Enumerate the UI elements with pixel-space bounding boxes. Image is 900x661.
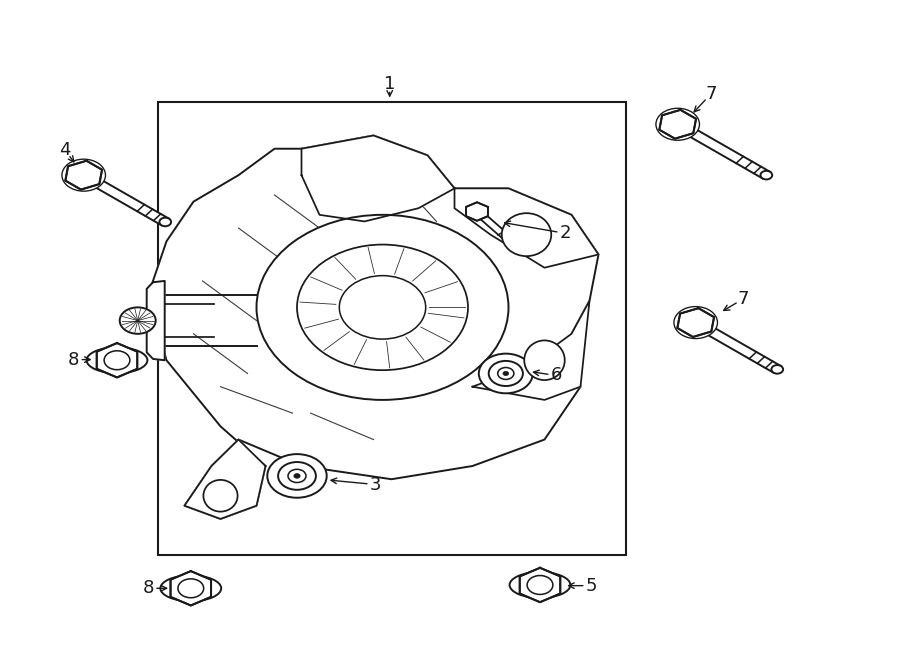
Text: 5: 5 — [586, 576, 597, 595]
Circle shape — [479, 354, 533, 393]
Circle shape — [656, 108, 699, 140]
Text: 7: 7 — [738, 290, 749, 308]
Circle shape — [498, 368, 514, 379]
Circle shape — [278, 462, 316, 490]
Polygon shape — [472, 301, 590, 400]
Polygon shape — [474, 210, 518, 247]
Polygon shape — [678, 308, 714, 337]
Polygon shape — [80, 172, 169, 225]
Polygon shape — [66, 161, 102, 190]
Circle shape — [339, 276, 426, 339]
Circle shape — [159, 217, 171, 226]
Circle shape — [674, 307, 717, 338]
Circle shape — [503, 371, 508, 375]
Polygon shape — [96, 343, 138, 377]
Polygon shape — [692, 319, 781, 373]
Text: 1: 1 — [384, 75, 395, 93]
Circle shape — [293, 473, 300, 479]
Circle shape — [288, 469, 306, 483]
Polygon shape — [170, 571, 211, 605]
Ellipse shape — [160, 575, 221, 602]
Circle shape — [527, 576, 553, 594]
Polygon shape — [454, 188, 598, 268]
Circle shape — [62, 159, 105, 191]
Circle shape — [489, 361, 523, 386]
Text: 3: 3 — [370, 475, 381, 494]
Polygon shape — [148, 136, 598, 519]
Polygon shape — [147, 281, 165, 360]
Circle shape — [120, 307, 156, 334]
Circle shape — [771, 365, 783, 373]
Ellipse shape — [509, 572, 571, 598]
Text: 6: 6 — [551, 366, 562, 385]
Text: 8: 8 — [143, 579, 154, 598]
Polygon shape — [674, 121, 770, 178]
Circle shape — [256, 215, 508, 400]
Text: 7: 7 — [706, 85, 716, 103]
Ellipse shape — [203, 480, 238, 512]
Polygon shape — [660, 110, 696, 139]
Circle shape — [510, 241, 518, 247]
Ellipse shape — [524, 340, 565, 380]
Circle shape — [178, 579, 203, 598]
Polygon shape — [519, 568, 561, 602]
Circle shape — [267, 454, 327, 498]
Text: 4: 4 — [59, 141, 70, 159]
Polygon shape — [466, 202, 488, 221]
Polygon shape — [302, 136, 454, 221]
Circle shape — [297, 245, 468, 370]
Polygon shape — [184, 440, 266, 519]
Text: 8: 8 — [68, 350, 79, 369]
Ellipse shape — [502, 213, 551, 256]
Circle shape — [104, 351, 130, 369]
Bar — [158, 102, 626, 555]
Text: 2: 2 — [560, 224, 571, 243]
Circle shape — [760, 171, 772, 179]
Ellipse shape — [86, 348, 148, 373]
